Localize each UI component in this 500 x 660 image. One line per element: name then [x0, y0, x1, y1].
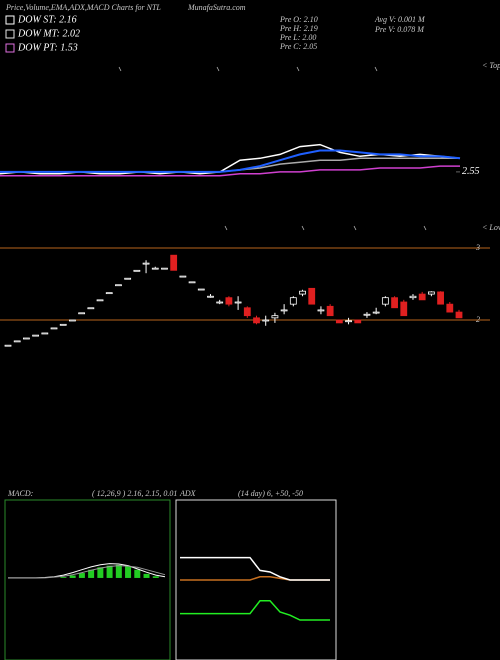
candle-body — [326, 305, 334, 317]
histogram-bar — [134, 569, 141, 578]
legend-swatch — [5, 29, 15, 39]
legend-swatch — [5, 15, 15, 25]
candle-body — [372, 311, 380, 314]
candle-body — [96, 299, 104, 302]
candle-body — [188, 281, 196, 284]
candle-body — [317, 309, 325, 312]
candle-body — [225, 297, 233, 305]
candle-body — [133, 269, 141, 272]
histogram-bar — [97, 567, 104, 578]
candle-body — [427, 291, 435, 295]
site-name: MunafaSutra.com — [187, 3, 246, 12]
candle-body — [243, 307, 251, 317]
candle-body — [216, 301, 224, 304]
y-tick-label: 3 — [475, 243, 480, 252]
candle-body — [161, 267, 168, 270]
candle-body — [446, 303, 454, 313]
histogram-bar — [88, 569, 95, 578]
candle-body — [400, 301, 408, 317]
candle-body — [170, 254, 178, 271]
candle-body — [105, 292, 113, 295]
macd-params: ( 12,26,9 ) 2.16, 2.15, 0.01 — [92, 489, 177, 498]
candle-body — [4, 344, 12, 347]
line-series — [180, 600, 330, 621]
candle-body — [179, 275, 187, 278]
histogram-bar — [143, 573, 150, 578]
candle-body — [437, 291, 444, 305]
candle-body — [59, 323, 67, 326]
candle-body — [124, 277, 132, 280]
candle-body — [271, 315, 279, 319]
candle-body — [78, 312, 86, 315]
candle-body — [234, 301, 242, 304]
histogram-bar — [125, 566, 132, 578]
adx-params: (14 day) 6, +50, -50 — [238, 489, 303, 498]
candle-body — [207, 295, 214, 298]
tops-label: < Tops — [482, 61, 500, 70]
pre-open: Pre O: 2.10 — [279, 15, 318, 24]
candle-body — [409, 295, 417, 299]
candle-body — [23, 337, 30, 340]
histogram-bar — [69, 575, 76, 578]
histogram-bar — [152, 576, 159, 578]
candle-body — [381, 297, 389, 305]
candle-body — [50, 327, 58, 330]
candle-body — [151, 267, 159, 270]
tick-glyphs — [118, 66, 427, 231]
candle-body — [363, 313, 371, 316]
legend-label: DOW ST: 2.16 — [17, 14, 77, 25]
pre-low: Pre L: 2.00 — [279, 33, 316, 42]
candle-body — [197, 288, 205, 291]
candle-body — [345, 320, 352, 323]
macd-label: MACD: — [7, 489, 34, 498]
candle-body — [115, 284, 122, 287]
histogram-bar — [60, 577, 67, 578]
adx-label: ADX — [179, 489, 197, 498]
histogram-bar — [115, 564, 122, 578]
candle-body — [262, 319, 270, 322]
y-tick-label: 2 — [476, 315, 480, 324]
histogram-bar — [106, 565, 113, 578]
candle-body — [299, 290, 306, 295]
candle-body — [69, 319, 76, 322]
line-series — [0, 165, 460, 177]
avg-volume: Avg V: 0.001 M — [374, 15, 426, 24]
legend-swatch — [5, 43, 15, 53]
candle-body — [87, 307, 95, 310]
candle-body — [41, 332, 49, 335]
candle-body — [253, 317, 260, 324]
page-title: Price,Volume,EMA,ADX,MACD Charts for NTL — [5, 3, 161, 12]
macd-panel — [4, 499, 171, 660]
pre-high: Pre H: 2.19 — [279, 24, 318, 33]
candle-body — [308, 287, 316, 305]
histogram-bar — [78, 573, 85, 578]
pre-volume: Pre V: 0.078 M — [374, 25, 425, 34]
lows-label: < Lows — [482, 223, 500, 232]
candle-body — [354, 319, 362, 324]
line-series — [180, 556, 330, 581]
candle-body — [391, 297, 398, 309]
candle-body — [335, 319, 343, 324]
line-series — [0, 149, 461, 173]
y-tick-label: 2.55 — [462, 166, 480, 177]
candle-body — [13, 340, 21, 343]
candle-body — [280, 309, 288, 312]
candle-body — [142, 262, 150, 265]
macd-line — [8, 565, 166, 579]
candle-body — [32, 334, 40, 337]
candle-body — [289, 297, 297, 305]
candle-body — [455, 311, 463, 319]
legend-label: DOW PT: 1.53 — [17, 42, 78, 53]
candle-body — [418, 293, 426, 301]
legend-label: DOW MT: 2.02 — [17, 28, 80, 39]
pre-close: Pre C: 2.05 — [279, 42, 317, 51]
